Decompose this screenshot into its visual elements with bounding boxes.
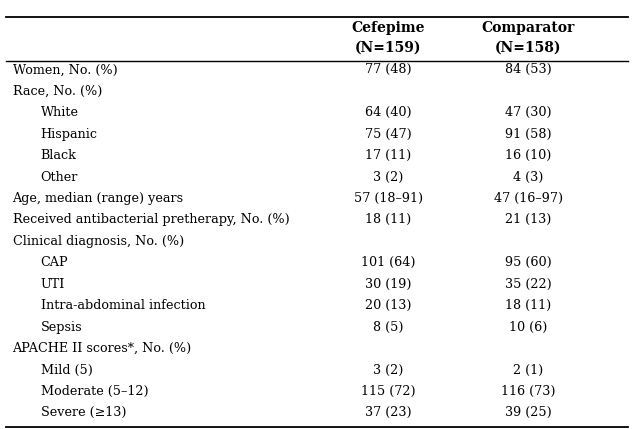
Text: 39 (25): 39 (25): [505, 406, 552, 420]
Text: 37 (23): 37 (23): [365, 406, 411, 420]
Text: Hispanic: Hispanic: [41, 127, 98, 141]
Text: Mild (5): Mild (5): [41, 363, 93, 377]
Text: 8 (5): 8 (5): [373, 320, 404, 334]
Text: (N=159): (N=159): [355, 41, 422, 55]
Text: 84 (53): 84 (53): [505, 63, 552, 76]
Text: 3 (2): 3 (2): [373, 363, 404, 377]
Text: Severe (≥13): Severe (≥13): [41, 406, 126, 420]
Text: 101 (64): 101 (64): [361, 256, 416, 269]
Text: 3 (2): 3 (2): [373, 170, 404, 184]
Text: Race, No. (%): Race, No. (%): [13, 85, 102, 98]
Text: UTI: UTI: [41, 278, 65, 291]
Text: 16 (10): 16 (10): [505, 149, 552, 162]
Text: Moderate (5–12): Moderate (5–12): [41, 385, 148, 398]
Text: 35 (22): 35 (22): [505, 278, 552, 291]
Text: 18 (11): 18 (11): [505, 299, 552, 312]
Text: 115 (72): 115 (72): [361, 385, 416, 398]
Text: 20 (13): 20 (13): [365, 299, 411, 312]
Text: 4 (3): 4 (3): [513, 170, 543, 184]
Text: 64 (40): 64 (40): [365, 106, 411, 119]
Text: 30 (19): 30 (19): [365, 278, 411, 291]
Text: White: White: [41, 106, 79, 119]
Text: Black: Black: [41, 149, 76, 162]
Text: 2 (1): 2 (1): [513, 363, 543, 377]
Text: 75 (47): 75 (47): [365, 127, 412, 141]
Text: Received antibacterial pretherapy, No. (%): Received antibacterial pretherapy, No. (…: [13, 213, 289, 227]
Text: 47 (30): 47 (30): [505, 106, 552, 119]
Text: 21 (13): 21 (13): [505, 213, 552, 227]
Text: Women, No. (%): Women, No. (%): [13, 63, 117, 76]
Text: 10 (6): 10 (6): [509, 320, 547, 334]
Text: Intra-abdominal infection: Intra-abdominal infection: [41, 299, 205, 312]
Text: Sepsis: Sepsis: [41, 320, 82, 334]
Text: CAP: CAP: [41, 256, 68, 269]
Text: Age, median (range) years: Age, median (range) years: [13, 192, 184, 205]
Text: 17 (11): 17 (11): [365, 149, 411, 162]
Text: Cefepime: Cefepime: [352, 21, 425, 35]
Text: 57 (18–91): 57 (18–91): [354, 192, 423, 205]
Text: 18 (11): 18 (11): [365, 213, 411, 227]
Text: 47 (16–97): 47 (16–97): [494, 192, 563, 205]
Text: APACHE II scores*, No. (%): APACHE II scores*, No. (%): [13, 342, 192, 355]
Text: 95 (60): 95 (60): [505, 256, 552, 269]
Text: Clinical diagnosis, No. (%): Clinical diagnosis, No. (%): [13, 235, 184, 248]
Text: Other: Other: [41, 170, 78, 184]
Text: (N=158): (N=158): [495, 41, 562, 55]
Text: 77 (48): 77 (48): [365, 63, 411, 76]
Text: Comparator: Comparator: [482, 21, 575, 35]
Text: 116 (73): 116 (73): [501, 385, 555, 398]
Text: 91 (58): 91 (58): [505, 127, 552, 141]
